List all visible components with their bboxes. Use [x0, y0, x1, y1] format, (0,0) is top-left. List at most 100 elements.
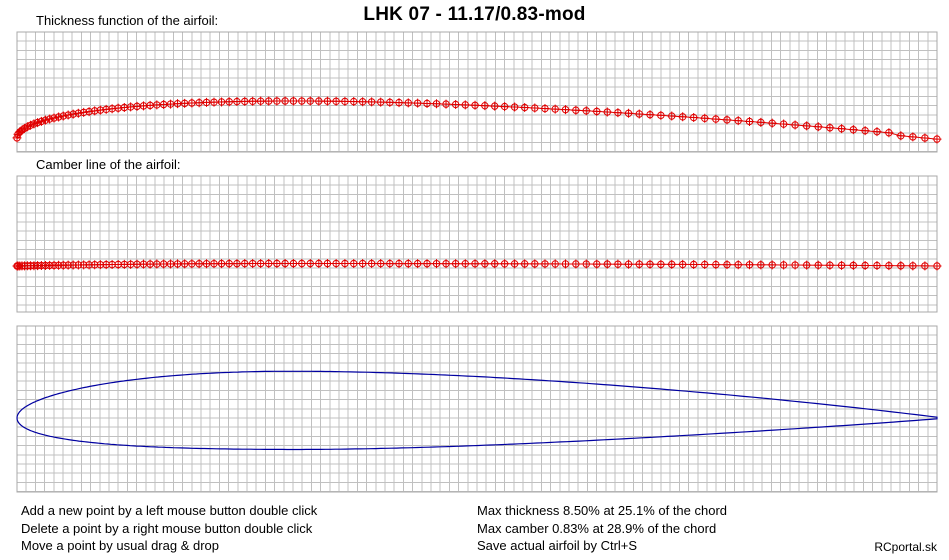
camber-editor-canvas[interactable]	[0, 175, 949, 313]
control-point[interactable]	[376, 259, 386, 269]
control-point[interactable]	[29, 119, 39, 129]
control-point[interactable]	[530, 259, 540, 269]
control-point[interactable]	[451, 259, 461, 269]
control-point[interactable]	[667, 111, 677, 121]
control-point[interactable]	[645, 110, 655, 120]
control-point[interactable]	[256, 259, 266, 269]
control-point[interactable]	[613, 259, 623, 269]
control-point[interactable]	[908, 261, 918, 271]
control-point[interactable]	[305, 259, 315, 269]
control-point[interactable]	[272, 96, 282, 106]
control-point[interactable]	[837, 260, 847, 270]
control-point[interactable]	[756, 117, 766, 127]
control-point[interactable]	[248, 259, 258, 269]
control-point[interactable]	[510, 102, 520, 112]
control-point[interactable]	[700, 113, 710, 123]
control-point[interactable]	[349, 259, 359, 269]
control-point[interactable]	[54, 112, 64, 122]
control-point[interactable]	[624, 108, 634, 118]
control-point[interactable]	[645, 259, 655, 269]
control-point[interactable]	[540, 104, 550, 114]
control-point[interactable]	[490, 259, 500, 269]
control-point[interactable]	[403, 259, 413, 269]
control-point[interactable]	[932, 134, 942, 144]
control-point[interactable]	[592, 259, 602, 269]
control-point[interactable]	[394, 259, 404, 269]
control-point[interactable]	[884, 128, 894, 138]
thickness-editor-canvas[interactable]	[0, 31, 949, 153]
control-point[interactable]	[256, 96, 266, 106]
control-point[interactable]	[240, 96, 250, 106]
control-point[interactable]	[224, 259, 234, 269]
control-point[interactable]	[678, 259, 688, 269]
control-point[interactable]	[571, 259, 581, 269]
control-point[interactable]	[79, 107, 89, 117]
control-point[interactable]	[376, 97, 386, 107]
control-point[interactable]	[224, 97, 234, 107]
control-point[interactable]	[422, 98, 432, 108]
control-point[interactable]	[581, 259, 591, 269]
control-point[interactable]	[358, 97, 368, 107]
control-point[interactable]	[280, 96, 290, 106]
control-point[interactable]	[908, 132, 918, 142]
control-point[interactable]	[451, 99, 461, 109]
control-point[interactable]	[592, 106, 602, 116]
control-point[interactable]	[550, 259, 560, 269]
control-point[interactable]	[571, 105, 581, 115]
control-point[interactable]	[331, 96, 341, 106]
control-point[interactable]	[744, 260, 754, 270]
control-point[interactable]	[297, 96, 307, 106]
control-point[interactable]	[689, 113, 699, 123]
control-point[interactable]	[561, 259, 571, 269]
control-point[interactable]	[848, 125, 858, 135]
control-point[interactable]	[744, 116, 754, 126]
control-point[interactable]	[602, 107, 612, 117]
control-point[interactable]	[232, 97, 242, 107]
control-point[interactable]	[422, 259, 432, 269]
control-point[interactable]	[33, 118, 43, 128]
control-point[interactable]	[460, 259, 470, 269]
control-point[interactable]	[248, 96, 258, 106]
control-point[interactable]	[860, 126, 870, 136]
control-point[interactable]	[790, 120, 800, 130]
control-point[interactable]	[232, 259, 242, 269]
control-point[interactable]	[84, 107, 94, 117]
control-point[interactable]	[367, 259, 377, 269]
control-point[interactable]	[860, 260, 870, 270]
control-point[interactable]	[540, 259, 550, 269]
control-point[interactable]	[68, 109, 78, 119]
control-point[interactable]	[520, 103, 530, 113]
control-point[interactable]	[63, 110, 73, 120]
control-point[interactable]	[932, 261, 942, 271]
control-point[interactable]	[340, 96, 350, 106]
control-point[interactable]	[920, 261, 930, 271]
control-point[interactable]	[240, 259, 250, 269]
control-point[interactable]	[779, 260, 789, 270]
control-point[interactable]	[561, 105, 571, 115]
control-point[interactable]	[602, 259, 612, 269]
control-point[interactable]	[634, 109, 644, 119]
control-point[interactable]	[367, 97, 377, 107]
control-point[interactable]	[340, 259, 350, 269]
control-point[interactable]	[848, 260, 858, 270]
control-point[interactable]	[722, 115, 732, 125]
control-point[interactable]	[700, 260, 710, 270]
control-point[interactable]	[896, 261, 906, 271]
control-point[interactable]	[460, 100, 470, 110]
control-point[interactable]	[767, 118, 777, 128]
control-point[interactable]	[480, 259, 490, 269]
control-point[interactable]	[711, 114, 721, 124]
control-point[interactable]	[49, 113, 59, 123]
control-point[interactable]	[624, 259, 634, 269]
control-points[interactable]	[12, 96, 942, 144]
control-point[interactable]	[431, 99, 441, 109]
control-point[interactable]	[756, 260, 766, 270]
control-point[interactable]	[530, 103, 540, 113]
control-point[interactable]	[280, 259, 290, 268]
control-point[interactable]	[550, 104, 560, 114]
control-point[interactable]	[385, 97, 395, 107]
control-point[interactable]	[305, 96, 315, 106]
control-point[interactable]	[711, 260, 721, 270]
control-point[interactable]	[779, 119, 789, 129]
control-point[interactable]	[36, 116, 46, 126]
